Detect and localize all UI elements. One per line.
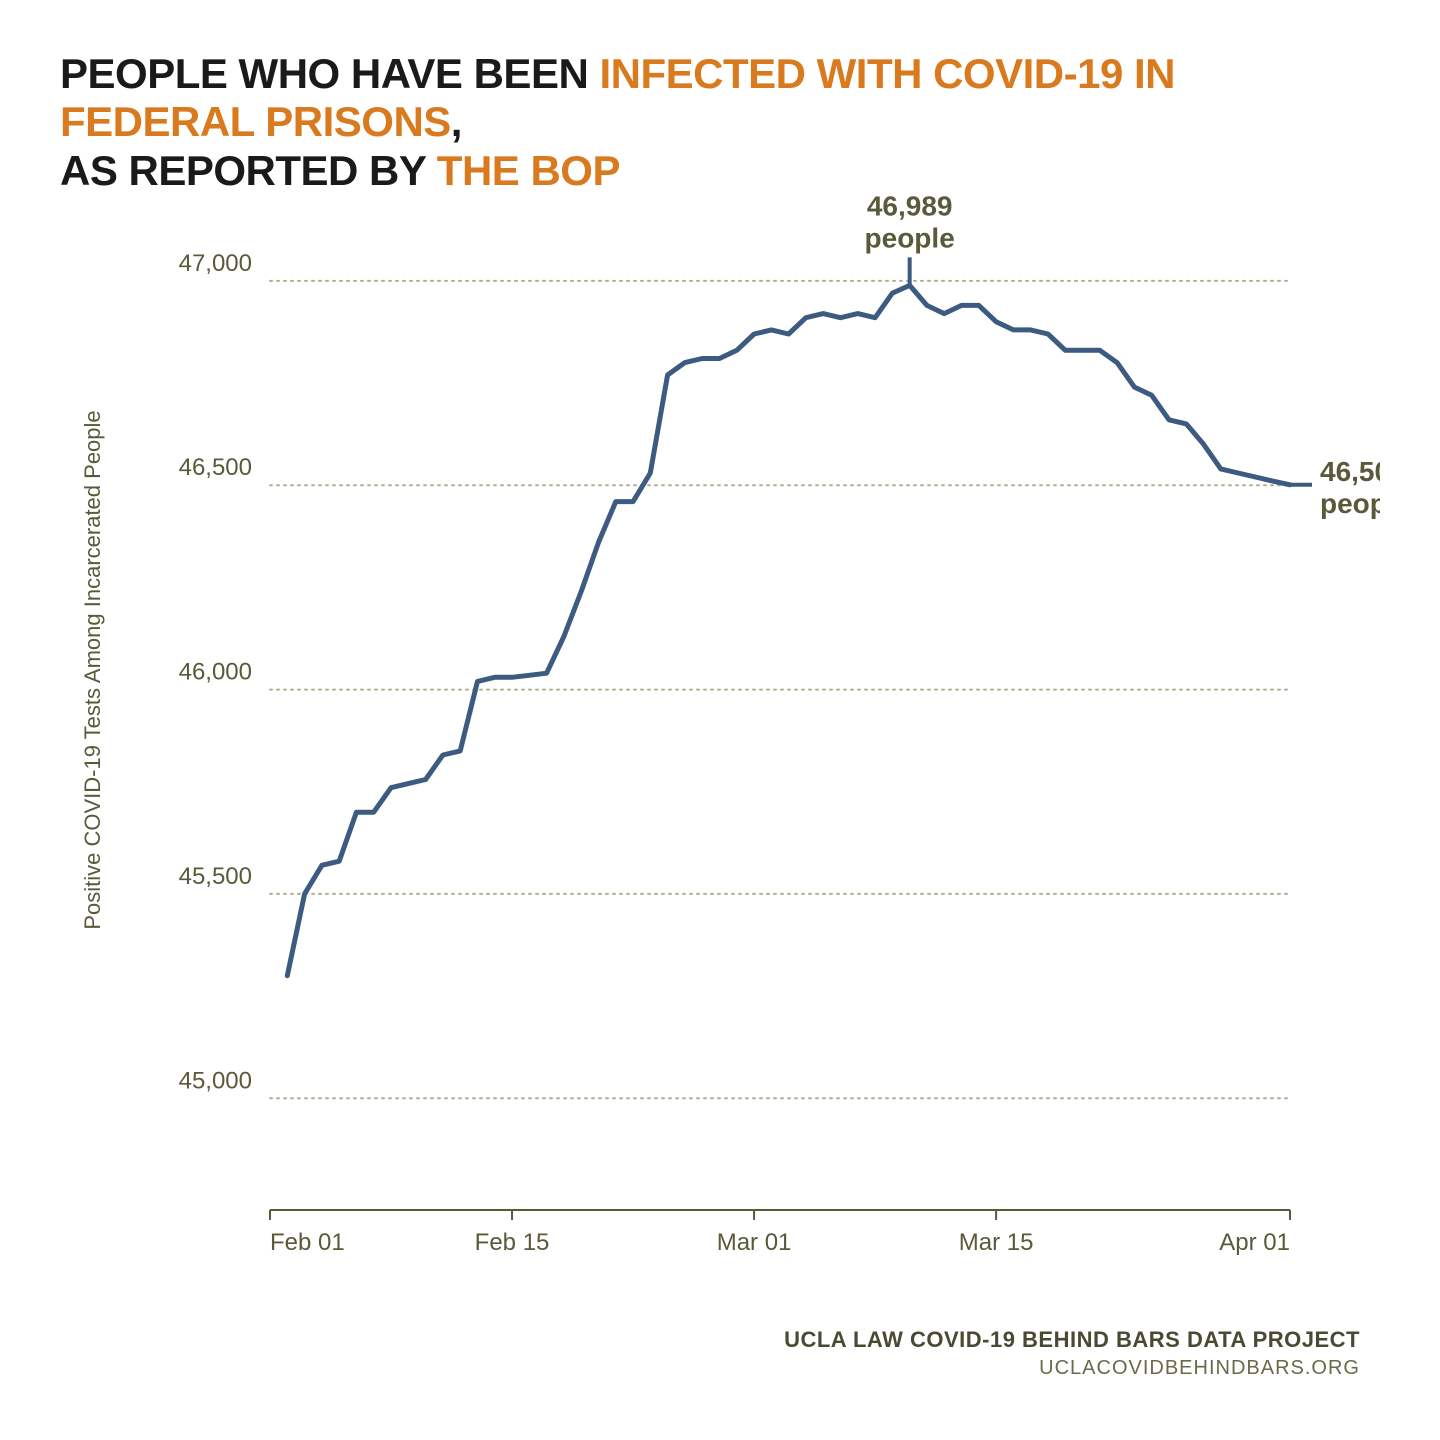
- svg-text:45,500: 45,500: [179, 863, 252, 890]
- svg-text:Feb 01: Feb 01: [270, 1229, 345, 1256]
- svg-text:Mar 15: Mar 15: [959, 1229, 1034, 1256]
- svg-text:Apr 01: Apr 01: [1219, 1229, 1290, 1256]
- footer-project: UCLA LAW COVID-19 BEHIND BARS DATA PROJE…: [784, 1327, 1360, 1353]
- chart-title: PEOPLE WHO HAVE BEEN INFECTED WITH COVID…: [60, 50, 1380, 195]
- svg-text:45,000: 45,000: [179, 1067, 252, 1094]
- footer-url: UCLACOVIDBEHINDBARS.ORG: [784, 1357, 1360, 1380]
- svg-text:Mar 01: Mar 01: [717, 1229, 792, 1256]
- svg-text:people: people: [865, 222, 955, 253]
- svg-text:46,501: 46,501: [1320, 456, 1380, 487]
- chart: 45,000 45,500 46,000 46,500 47,000 Positive C…: [60, 180, 1380, 1280]
- svg-text:47,000: 47,000: [179, 250, 252, 277]
- footer: UCLA LAW COVID-19 BEHIND BARS DATA PROJE…: [784, 1327, 1360, 1380]
- svg-text:46,989: 46,989: [867, 190, 953, 221]
- svg-text:Feb 15: Feb 15: [475, 1229, 550, 1256]
- svg-text:46,500: 46,500: [179, 454, 252, 481]
- svg-text:46,000: 46,000: [179, 659, 252, 686]
- svg-text:Positive COVID-19 Tests Among: Positive COVID-19 Tests Among Incarcerat…: [80, 410, 105, 929]
- svg-text:people: people: [1320, 488, 1380, 519]
